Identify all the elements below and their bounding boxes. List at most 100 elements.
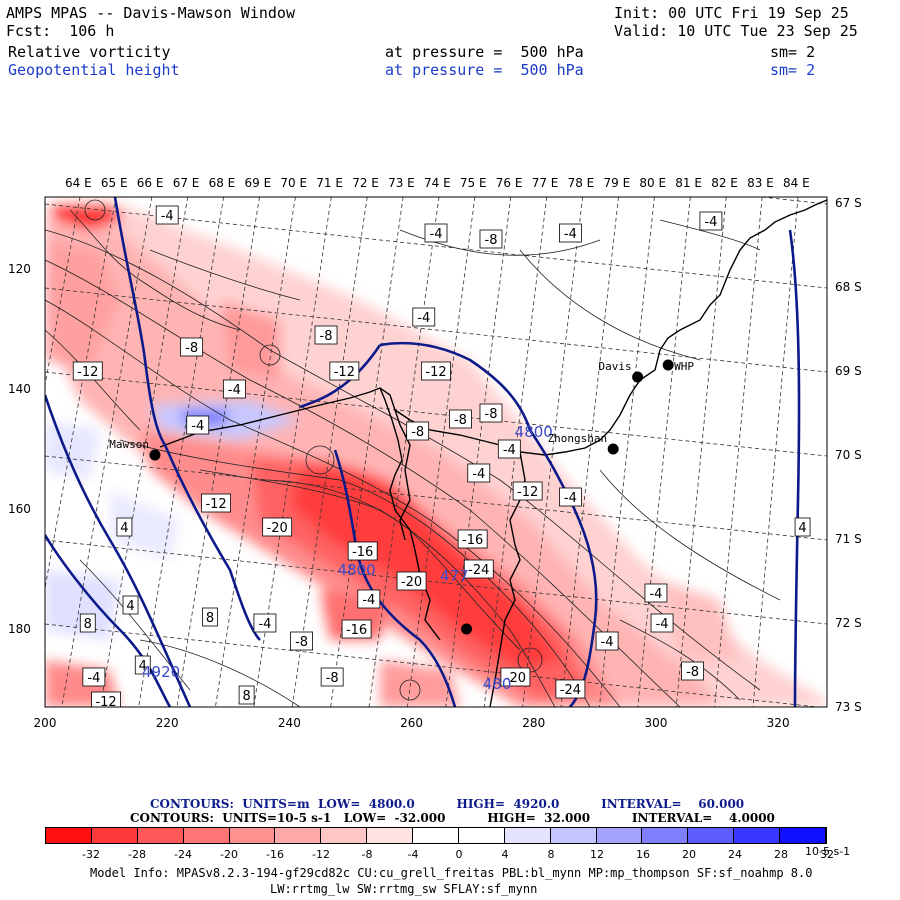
colorbar-tick-label: -24 — [174, 848, 192, 861]
svg-text:4: 4 — [120, 521, 128, 536]
vorticity-label: -12 — [201, 493, 231, 513]
x-tick-label: 240 — [277, 716, 301, 730]
longitude-label: 84 E — [783, 176, 810, 190]
meridian-line — [291, 197, 368, 707]
meridian-line — [483, 197, 548, 707]
station-marker — [461, 623, 473, 635]
parallel-line — [45, 539, 827, 625]
vorticity-label: -4 — [253, 613, 277, 633]
field1-level: at pressure = 500 hPa — [385, 43, 584, 61]
meridian-line — [45, 197, 117, 591]
vorticity-label: -20 — [262, 517, 293, 537]
svg-text:-8: -8 — [295, 635, 308, 650]
colorbar-swatch — [275, 828, 322, 843]
longitude-label: 79 E — [603, 176, 631, 190]
latitude-label: 68 S — [835, 280, 862, 294]
svg-text:-12: -12 — [77, 365, 98, 380]
height-label: 477 — [440, 567, 469, 585]
vorticity-label: -4 — [155, 205, 179, 225]
vorticity-label: 4 — [116, 517, 133, 537]
colorbar-tick-label: -32 — [82, 848, 100, 861]
meridian-line — [407, 197, 476, 707]
longitude-label: 82 E — [711, 176, 738, 190]
vorticity-label: -4 — [699, 211, 723, 231]
svg-text:-24: -24 — [560, 683, 581, 698]
height-label: 4800 — [337, 561, 375, 579]
svg-text:-4: -4 — [417, 311, 430, 326]
colorbar-swatch — [91, 828, 138, 843]
longitude-label: 65 E — [100, 176, 128, 190]
svg-text:-12: -12 — [334, 365, 355, 380]
station-marker — [149, 449, 161, 461]
colorbar-tick-label: 8 — [547, 848, 555, 861]
meridian-line — [99, 197, 189, 707]
svg-text:-8: -8 — [326, 671, 339, 686]
vorticity-label: -4 — [467, 463, 491, 483]
svg-text:-12: -12 — [205, 497, 226, 512]
field2-smoothing: sm= 2 — [770, 61, 816, 79]
meridian-line — [215, 197, 296, 707]
svg-text:-20: -20 — [401, 575, 422, 590]
latitude-label: 70 S — [835, 448, 862, 462]
meridian-line — [675, 197, 727, 707]
parallel-line — [758, 197, 827, 205]
latitude-label: 73 S — [835, 700, 862, 714]
station-label: WHP — [674, 360, 694, 373]
longitude-label: 77 E — [531, 176, 559, 190]
svg-text:4: 4 — [798, 521, 806, 536]
svg-text:-4: -4 — [362, 593, 375, 608]
vorticity-label: -12 — [421, 361, 451, 381]
svg-text:8: 8 — [206, 611, 214, 626]
svg-text:-8: -8 — [320, 329, 333, 344]
svg-text:-16: -16 — [352, 545, 373, 560]
colorbar-tick-label: 4 — [501, 848, 509, 861]
field1-smoothing: sm= 2 — [770, 43, 816, 61]
vorticity-label: -16 — [341, 619, 372, 639]
vorticity-label: -20 — [500, 667, 531, 687]
y-tick-label: 140 — [8, 382, 31, 396]
latitude-label: 69 S — [835, 364, 862, 378]
svg-text:-4: -4 — [649, 587, 662, 602]
colorbar-tick-label: 0 — [455, 848, 463, 861]
colorbar-swatch — [229, 828, 276, 843]
vorticity-label: -4 — [82, 667, 106, 687]
map-title: AMPS MPAS -- Davis-Mawson Window — [6, 4, 295, 22]
height-labels: 4800 4800 4920 477 480 — [142, 423, 553, 693]
height-label: 480 — [483, 675, 512, 693]
vorticity-label: -4 — [357, 589, 381, 609]
longitude-label: 70 E — [280, 176, 308, 190]
colorbar-tick-label: -12 — [312, 848, 330, 861]
parallel-line — [45, 371, 827, 457]
colorbar-swatch — [137, 828, 184, 843]
vorticity-label: -8 — [449, 409, 472, 429]
vorticity-label: 4 — [794, 517, 811, 537]
svg-text:-8: -8 — [185, 341, 198, 356]
longitude-label: 78 E — [567, 176, 595, 190]
colorbar-swatch — [458, 828, 505, 843]
colorbar-tick-label: -4 — [407, 848, 419, 861]
vorticity-label: -12 — [512, 481, 543, 501]
longitude-label: 76 E — [495, 176, 523, 190]
svg-text:-12: -12 — [425, 365, 446, 380]
svg-text:-12: -12 — [95, 695, 116, 710]
latitude-label: 72 S — [835, 616, 862, 630]
meridian-line — [714, 197, 763, 707]
meridian-line — [599, 197, 655, 707]
svg-text:-4: -4 — [656, 617, 669, 632]
vorticity-label: -4 — [650, 613, 674, 633]
vorticity-label: -12 — [329, 361, 360, 381]
height-contour-info: CONTOURS: UNITS=m LOW= 4800.0 HIGH= 4920… — [150, 797, 745, 811]
svg-text:-4: -4 — [87, 671, 100, 686]
x-tick-label: 320 — [766, 716, 790, 730]
vorticity-label: -8 — [320, 667, 344, 687]
longitude-label: 71 E — [316, 176, 343, 190]
station-markers: Mawson Zhongshan Davis WHP — [109, 359, 694, 635]
colorbar — [45, 827, 827, 844]
forecast-hour: Fcst: 106 h — [6, 22, 115, 40]
colorbar-units: 10-5 s-1 — [805, 845, 851, 858]
vorticity-label: -12 — [91, 691, 121, 710]
vorticity-label: -24 — [463, 559, 494, 579]
init-time: Init: 00 UTC Fri 19 Sep 25 — [614, 4, 849, 22]
colorbar-tick-label: 32 — [820, 848, 834, 861]
colorbar-swatch — [46, 828, 92, 843]
